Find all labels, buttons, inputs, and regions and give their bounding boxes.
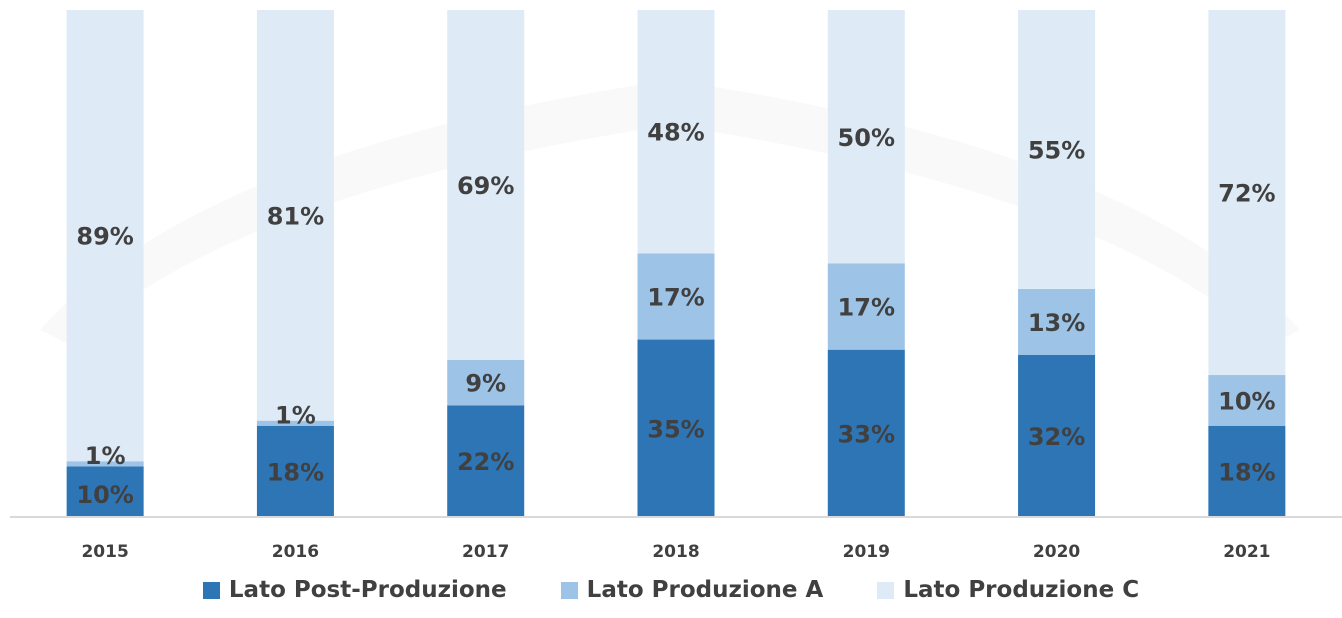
legend-swatch [202, 581, 220, 599]
bar-segment [66, 461, 144, 467]
bars-layer [66, 10, 1286, 517]
data-label: 17% [838, 294, 895, 322]
data-label: 32% [1028, 423, 1085, 451]
legend-label: Lato Post-Produzione [228, 577, 507, 603]
bar-segment [1208, 375, 1286, 426]
data-label: 33% [838, 420, 895, 448]
bar-segment [1018, 10, 1096, 289]
data-label: 48% [647, 119, 704, 147]
bar-segment [66, 10, 144, 462]
x-tick-label: 2021 [1223, 542, 1270, 562]
data-label: 72% [1218, 180, 1275, 208]
data-label: 18% [267, 458, 324, 486]
bar-segment [447, 359, 525, 406]
bar-segment [447, 10, 525, 360]
bar-segment [827, 10, 905, 264]
legend-item-post-produzione: Lato Post-Produzione [202, 577, 507, 603]
data-label: 35% [647, 415, 704, 443]
bar-segment [1018, 354, 1096, 517]
x-tick-label: 2015 [81, 542, 128, 562]
legend-item-produzione-a: Lato Produzione A [560, 577, 824, 603]
bar-segment [256, 10, 334, 421]
bar-segment [1208, 425, 1286, 517]
bar-segment [66, 466, 144, 517]
bar-segment [637, 10, 715, 254]
data-label: 69% [457, 172, 514, 200]
x-tick-label: 2019 [843, 542, 890, 562]
legend-item-produzione-c: Lato Produzione C [877, 577, 1139, 603]
legend-swatch [877, 581, 895, 599]
legend-label: Lato Produzione C [903, 577, 1140, 603]
legend-label: Lato Produzione A [586, 577, 824, 603]
data-label: 55% [1028, 136, 1085, 164]
x-tick-label: 2018 [652, 542, 699, 562]
data-label: 13% [1028, 309, 1085, 337]
data-label: 50% [838, 124, 895, 152]
data-labels-layer: 10% 1% 89% 18% 1% 81% 22% 9% 69% 35% 17% 48% 33% 17% 5… [76, 119, 1275, 509]
data-label: 10% [76, 481, 133, 509]
data-label: 89% [76, 223, 133, 251]
data-label: 10% [1218, 387, 1275, 415]
data-label: 17% [647, 283, 704, 311]
x-tick-label: 2016 [272, 542, 319, 562]
bar-segment [256, 420, 334, 426]
bar-segment [447, 405, 525, 517]
legend: Lato Post-Produzione Lato Produzione A L… [0, 573, 1342, 607]
x-tick-label: 2017 [462, 542, 509, 562]
bar-segment [637, 253, 715, 340]
bar-segment [1208, 10, 1286, 376]
bar-segment [827, 263, 905, 350]
bar-segment [637, 339, 715, 517]
legend-swatch [560, 581, 578, 599]
data-label: 9% [465, 370, 506, 398]
data-label: 1% [275, 402, 316, 430]
bar-segment [256, 425, 334, 517]
x-tick-labels: 2015 2016 2017 2018 2019 2020 2021 [81, 542, 1270, 562]
data-label: 18% [1218, 458, 1275, 486]
data-label: 81% [267, 202, 324, 230]
bar-segment [827, 349, 905, 517]
data-label: 22% [457, 448, 514, 476]
data-label: 1% [85, 442, 126, 470]
bar-segment [1018, 288, 1096, 355]
x-tick-label: 2020 [1033, 542, 1080, 562]
